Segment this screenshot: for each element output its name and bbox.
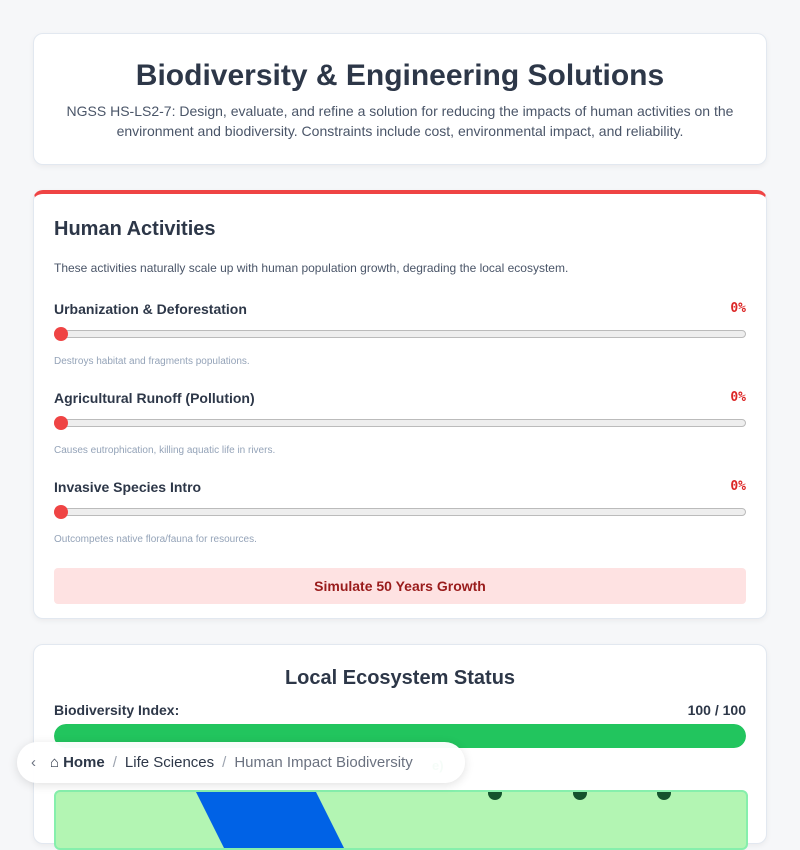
slider-note: Destroys habitat and fragments populatio… bbox=[54, 356, 250, 367]
section-description: These activities naturally scale up with… bbox=[54, 261, 569, 275]
header-card: Biodiversity & Engineering Solutions NGS… bbox=[33, 33, 767, 165]
slider-note: Outcompetes native flora/fauna for resou… bbox=[54, 534, 257, 545]
tree-icon bbox=[657, 792, 671, 800]
simulate-button[interactable]: Simulate 50 Years Growth bbox=[54, 568, 746, 604]
breadcrumb-separator: / bbox=[222, 754, 227, 771]
slider-urbanization: Urbanization & Deforestation 0% Destroys … bbox=[54, 301, 746, 390]
slider-label: Agricultural Runoff (Pollution) bbox=[54, 390, 255, 406]
breadcrumb-current: Human Impact Biodiversity bbox=[234, 754, 413, 771]
tree-icon bbox=[488, 792, 502, 800]
ecosystem-title: Local Ecosystem Status bbox=[284, 667, 516, 689]
breadcrumb-life-sciences[interactable]: Life Sciences bbox=[124, 754, 215, 771]
slider-label: Invasive Species Intro bbox=[54, 479, 202, 495]
human-activities-card: Human Activities These activities natura… bbox=[33, 190, 767, 619]
river bbox=[196, 792, 346, 848]
urbanization-slider[interactable] bbox=[54, 327, 746, 341]
slider-thumb[interactable] bbox=[54, 416, 68, 430]
tree-icon bbox=[573, 792, 587, 800]
slider-value: 0% bbox=[730, 301, 746, 316]
slider-invasive: Invasive Species Intro 0% Outcompetes nat… bbox=[54, 479, 746, 568]
slider-label: Urbanization & Deforestation bbox=[54, 301, 247, 317]
page-description: NGSS HS-LS2-7: Design, evaluate, and ref… bbox=[66, 103, 734, 139]
breadcrumb: ‹ ⌂ Home / Life Sciences / Human Impact … bbox=[17, 742, 465, 783]
section-title: Human Activities bbox=[54, 218, 216, 240]
slider-value: 0% bbox=[730, 390, 746, 405]
runoff-slider[interactable] bbox=[54, 416, 746, 430]
slider-note: Causes eutrophication, killing aquatic l… bbox=[54, 445, 276, 456]
home-icon: ⌂ bbox=[50, 754, 60, 771]
back-chevron-icon[interactable]: ‹ bbox=[31, 754, 36, 771]
breadcrumb-separator: / bbox=[112, 754, 117, 771]
ecosystem-status: e) bbox=[432, 758, 746, 773]
index-value: 100 / 100 bbox=[687, 702, 746, 718]
slider-thumb[interactable] bbox=[54, 327, 68, 341]
slider-value: 0% bbox=[730, 479, 746, 494]
slider-thumb[interactable] bbox=[54, 505, 68, 519]
ecosystem-scene bbox=[54, 790, 748, 850]
page-title: Biodiversity & Engineering Solutions bbox=[135, 59, 665, 92]
invasive-slider[interactable] bbox=[54, 505, 746, 519]
slider-runoff: Agricultural Runoff (Pollution) 0% Causes… bbox=[54, 390, 746, 479]
breadcrumb-home[interactable]: Home bbox=[63, 754, 105, 771]
index-label: Biodiversity Index: bbox=[54, 702, 180, 718]
